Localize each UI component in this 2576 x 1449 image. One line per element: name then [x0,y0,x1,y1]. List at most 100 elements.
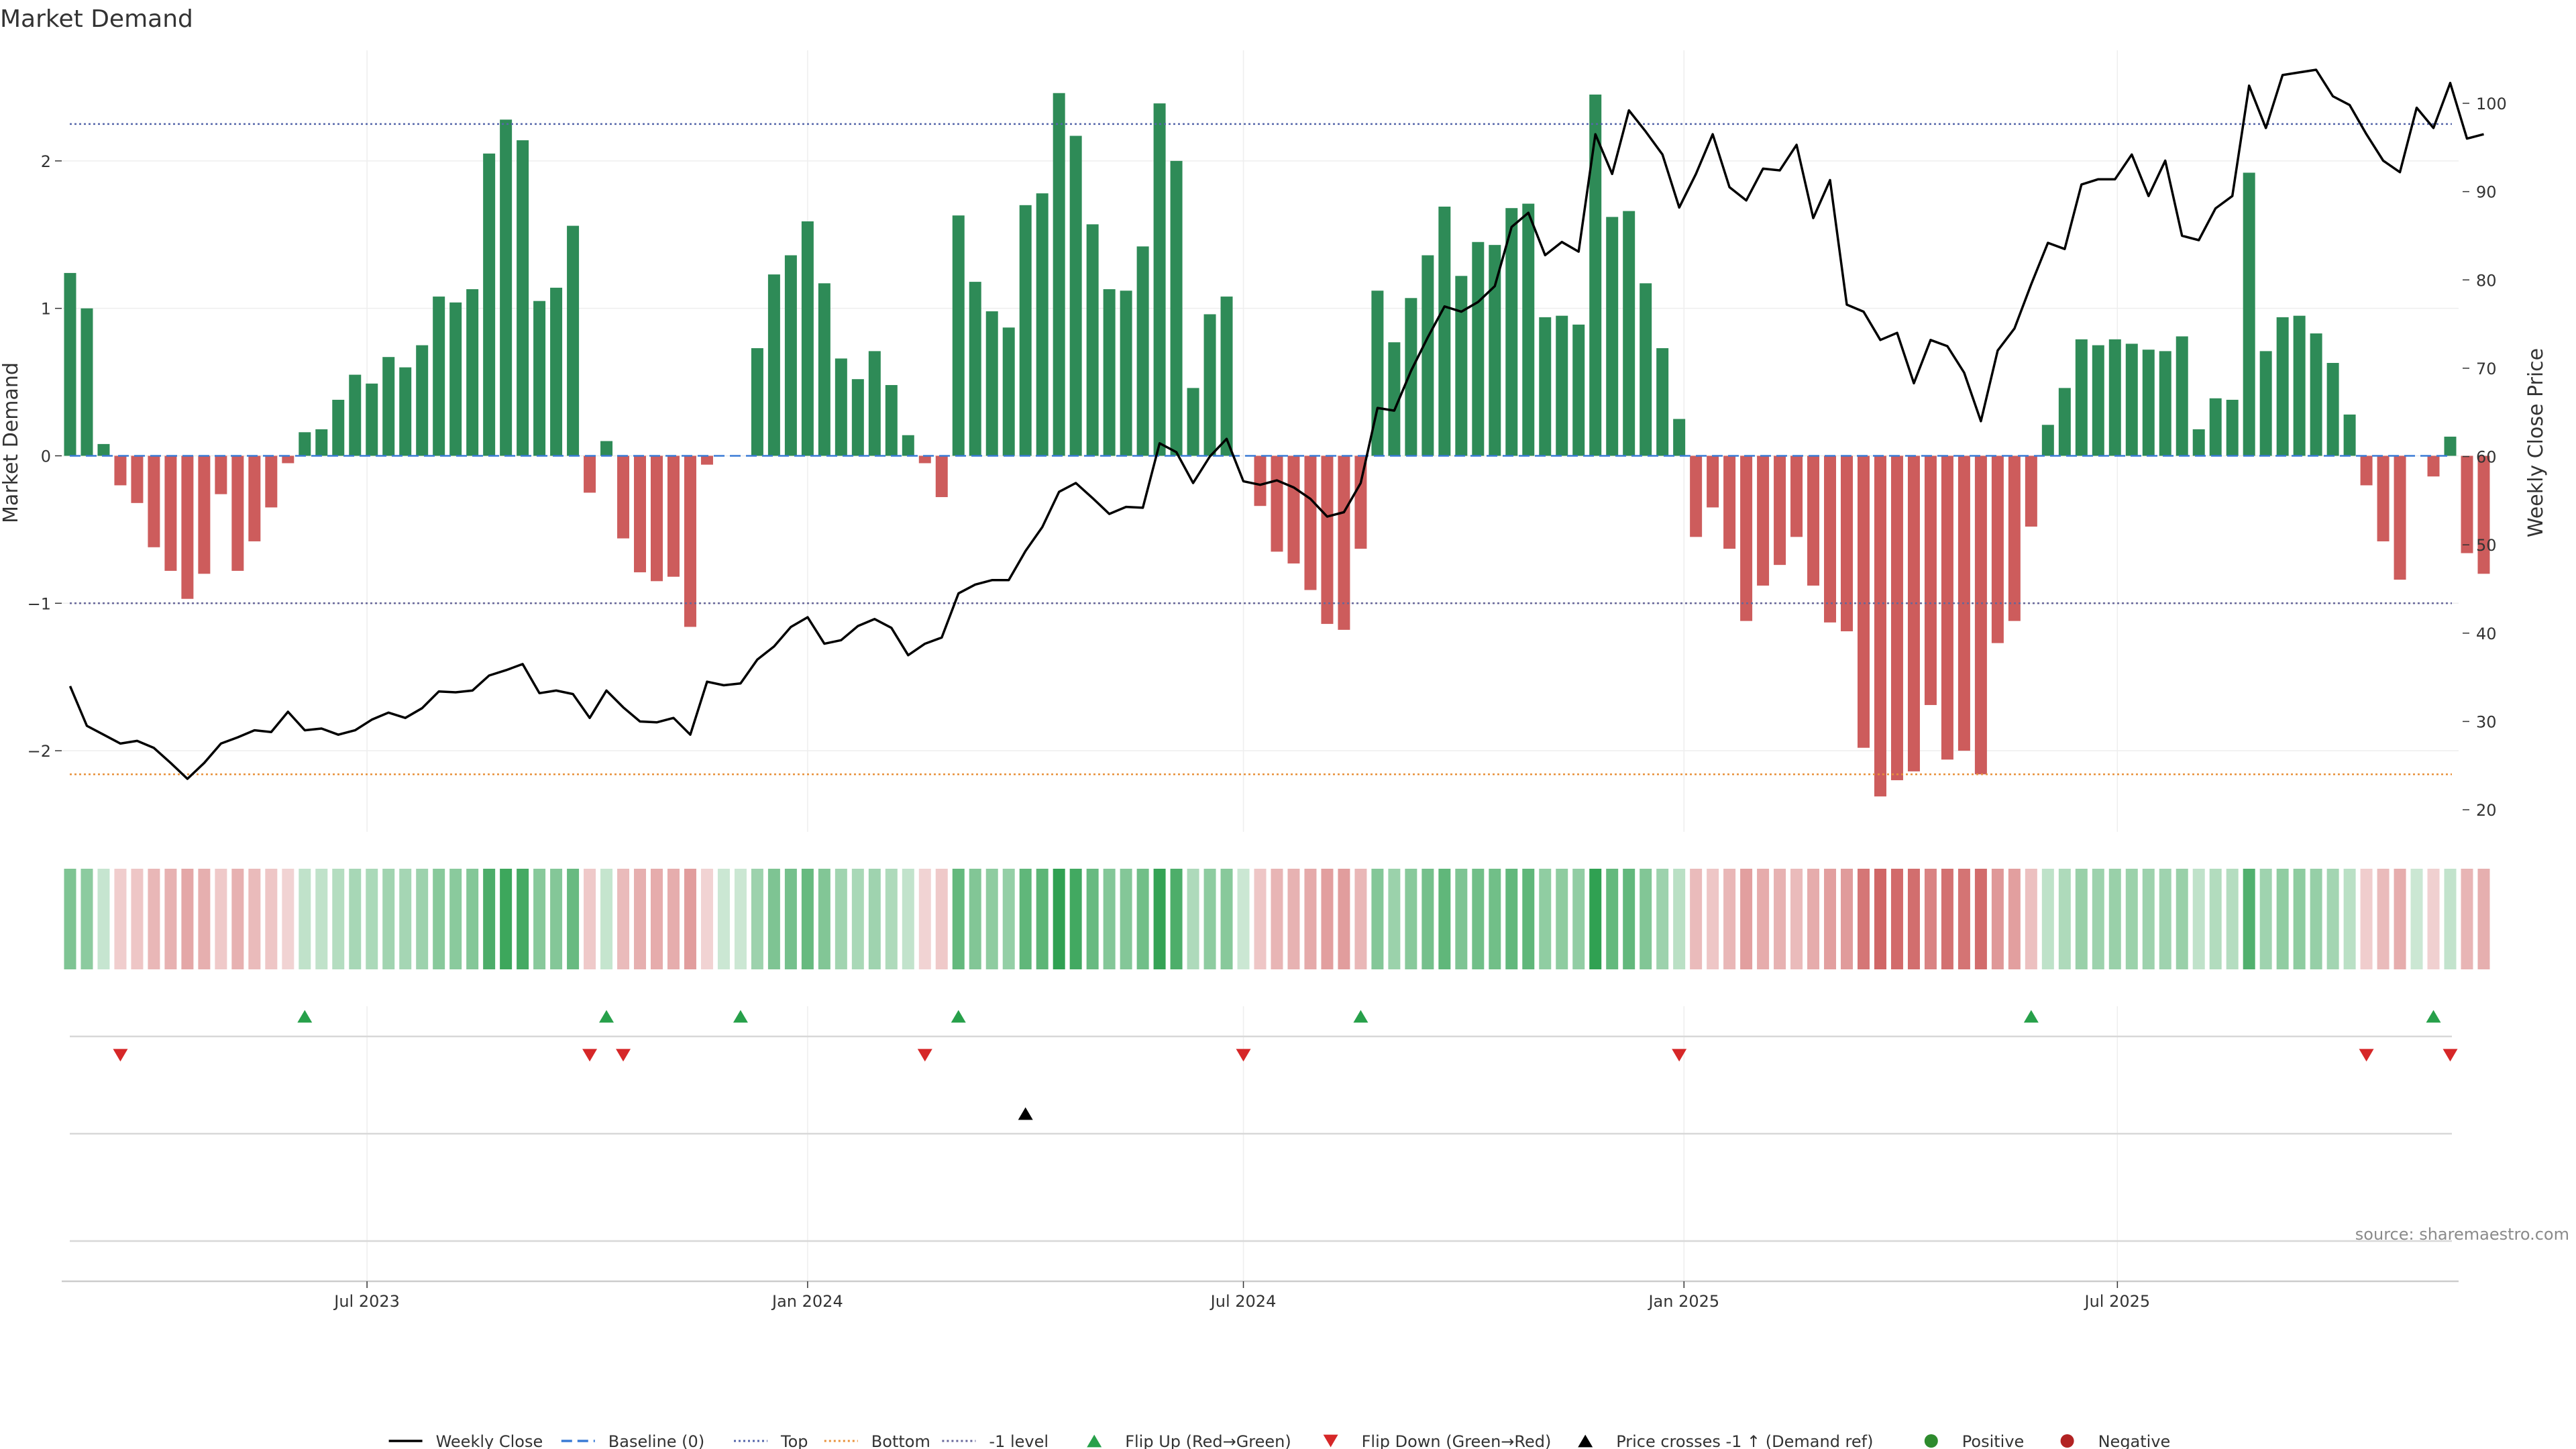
y2-tick-label: 30 [2476,712,2497,731]
demand-bar [1924,455,1937,705]
heat-strip-cell [1405,869,1417,969]
heat-strip-cell [1757,869,1770,969]
heat-strip-cell [751,869,763,969]
demand-bar [299,432,311,456]
demand-bar [315,429,328,456]
heat-strip-cell [265,869,278,969]
heat-strip-cell [315,869,328,969]
heat-strip-cell [1053,869,1065,969]
flip-up-marker [297,1010,313,1023]
demand-bar [1086,224,1099,456]
demand-bar [835,358,847,456]
demand-bar [2394,455,2406,580]
heat-strip-cell [416,869,429,969]
heat-strip-cell [835,869,847,969]
heat-strip-cell [1472,869,1485,969]
demand-bar [985,311,998,456]
demand-bar [935,455,948,498]
demand-bar [1438,207,1451,456]
demand-bar [1354,455,1367,549]
demand-bar [2427,455,2440,477]
heat-strip-cell [399,869,412,969]
flip-down-marker [2443,1049,2458,1062]
demand-bar [2025,455,2037,527]
heat-strip-cell [148,869,160,969]
heat-strip-cell [784,869,797,969]
heat-strip-cell [935,869,948,969]
y2-tick-label: 50 [2476,536,2497,555]
heat-strip-cell [80,869,93,969]
demand-bar [1388,342,1401,456]
heat-strip-cell [1841,869,1854,969]
demand-bar [617,455,630,539]
heat-strip-cell [1354,869,1367,969]
heat-strip-cell [248,869,261,969]
demand-bars [64,93,2490,797]
demand-bar [1539,317,1552,456]
heat-strip-cell [684,869,696,969]
heat-strip-cell [1572,869,1585,969]
demand-bar [64,272,76,456]
heat-strip-cell [1287,869,1300,969]
y2-tick-label: 90 [2476,183,2497,202]
heat-strip-cell [1338,869,1350,969]
demand-bar [2008,455,2021,621]
heat-strip-cell [533,869,546,969]
demand-bar [700,455,713,465]
heat-strip-cell [1321,869,1334,969]
heat-strip-cell [164,869,177,969]
y-tick-label: −1 [28,594,51,613]
demand-bar [1170,160,1183,456]
demand-bar [2243,172,2255,456]
heat-strip-cell [1388,869,1401,969]
demand-bar [868,351,881,456]
heat-strip-cell [500,869,513,969]
heat-strip-cell [131,869,144,969]
heat-strip-cell [1556,869,1568,969]
flip-down-marker [1236,1049,1251,1062]
demand-bar [215,455,227,494]
legend-swatch [1323,1434,1338,1448]
demand-bar [1505,208,1518,456]
heat-strip-cell [767,869,780,969]
x-tick-label: Jan 2024 [771,1292,843,1311]
demand-bar [2293,315,2306,456]
demand-bar [332,399,345,456]
demand-bar [2477,455,2490,574]
demand-bar [466,289,479,456]
demand-bar [517,140,529,456]
demand-bar [1002,327,1015,456]
demand-bar [1472,241,1485,456]
heat-strip-cell [1974,869,1987,969]
heat-strip-cell [2293,869,2306,969]
demand-bar [1455,276,1468,456]
demand-bar [1136,246,1149,456]
heat-strip-cell [2310,869,2322,969]
y2-tick-label: 70 [2476,360,2497,378]
heat-strip-cell [299,869,311,969]
heat-strip-cell [567,869,580,969]
y-tick-label: −2 [28,742,51,761]
heat-strip-cell [818,869,830,969]
demand-bar [2310,333,2322,456]
event-marker-rows [70,1010,2458,1242]
legend-swatch [1924,1434,1938,1448]
heat-strip-cell [918,869,931,969]
heat-strip-cell [2243,869,2255,969]
heat-strip-cell [1907,869,1920,969]
heat-strip-cell [1957,869,1970,969]
demand-bar [2075,339,2088,456]
demand-bar [1740,455,1753,621]
demand-bar [1707,455,1719,508]
demand-bar [1069,136,1082,456]
demand-bar [801,221,814,456]
demand-bar [1673,419,1686,456]
demand-bar [1974,455,1987,775]
demand-bar [1153,103,1166,456]
heat-strip-cell [734,869,747,969]
chart-title: Market Demand [0,5,193,33]
legend-label: Negative [2098,1432,2171,1449]
heat-strip-cell [97,869,110,969]
demand-bar [399,367,412,456]
demand-bar [2444,436,2457,456]
